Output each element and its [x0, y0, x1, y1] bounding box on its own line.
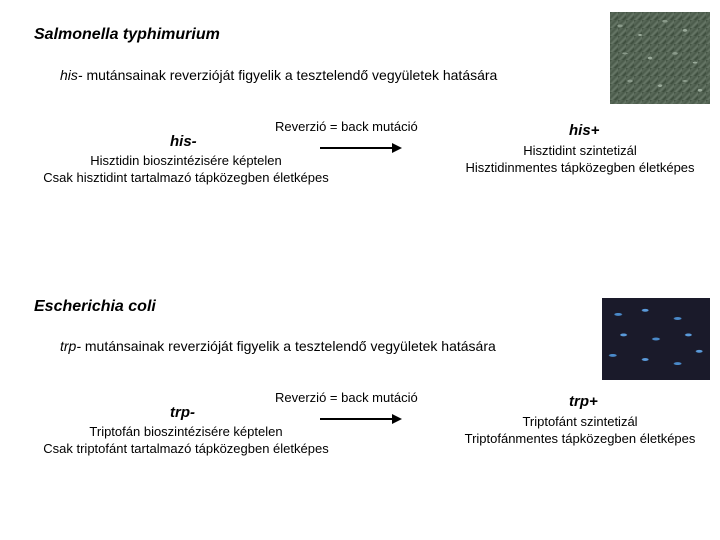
ecoli-reverzio-label: Reverzió = back mutáció: [275, 390, 418, 405]
salmonella-subtitle-rest: mutánsainak reverzióját figyelik a teszt…: [83, 67, 498, 83]
salmonella-left-desc-line1: Hisztidin bioszintézisére képtelen: [26, 153, 346, 170]
ecoli-left-desc-line1: Triptofán bioszintézisére képtelen: [26, 424, 346, 441]
ecoli-right-desc-line2: Triptofánmentes tápközegben életképes: [445, 431, 715, 448]
ecoli-image: [602, 298, 710, 380]
salmonella-subtitle-prefix: his-: [60, 67, 83, 83]
salmonella-subtitle: his- mutánsainak reverzióját figyelik a …: [60, 67, 497, 83]
ecoli-left-label: trp-: [170, 404, 195, 421]
salmonella-arrow-head: [392, 143, 402, 153]
ecoli-right-desc: Triptofánt szintetizál Triptofánmentes t…: [445, 414, 715, 448]
salmonella-title: Salmonella typhimurium: [34, 26, 220, 44]
ecoli-arrow-line: [320, 418, 392, 420]
salmonella-right-desc: Hisztidint szintetizál Hisztidinmentes t…: [440, 143, 720, 177]
ecoli-arrow-head: [392, 414, 402, 424]
ecoli-right-label: trp+: [569, 393, 598, 410]
ecoli-left-desc: Triptofán bioszintézisére képtelen Csak …: [26, 424, 346, 458]
ecoli-right-desc-line1: Triptofánt szintetizál: [445, 414, 715, 431]
salmonella-arrow-line: [320, 147, 392, 149]
ecoli-title: Escherichia coli: [34, 298, 156, 316]
salmonella-reverzio-label: Reverzió = back mutáció: [275, 119, 418, 134]
ecoli-subtitle-prefix: trp-: [60, 338, 81, 354]
salmonella-image: [610, 12, 710, 104]
salmonella-left-desc: Hisztidin bioszintézisére képtelen Csak …: [26, 153, 346, 187]
ecoli-subtitle: trp- mutánsainak reverzióját figyelik a …: [60, 338, 496, 354]
ecoli-left-desc-line2: Csak triptofánt tartalmazó tápközegben é…: [26, 441, 346, 458]
salmonella-right-desc-line2: Hisztidinmentes tápközegben életképes: [440, 160, 720, 177]
salmonella-left-desc-line2: Csak hisztidint tartalmazó tápközegben é…: [26, 170, 346, 187]
salmonella-left-label: his-: [170, 133, 197, 150]
ecoli-subtitle-rest: mutánsainak reverzióját figyelik a teszt…: [81, 338, 496, 354]
salmonella-right-label: his+: [569, 122, 599, 139]
salmonella-right-desc-line1: Hisztidint szintetizál: [440, 143, 720, 160]
